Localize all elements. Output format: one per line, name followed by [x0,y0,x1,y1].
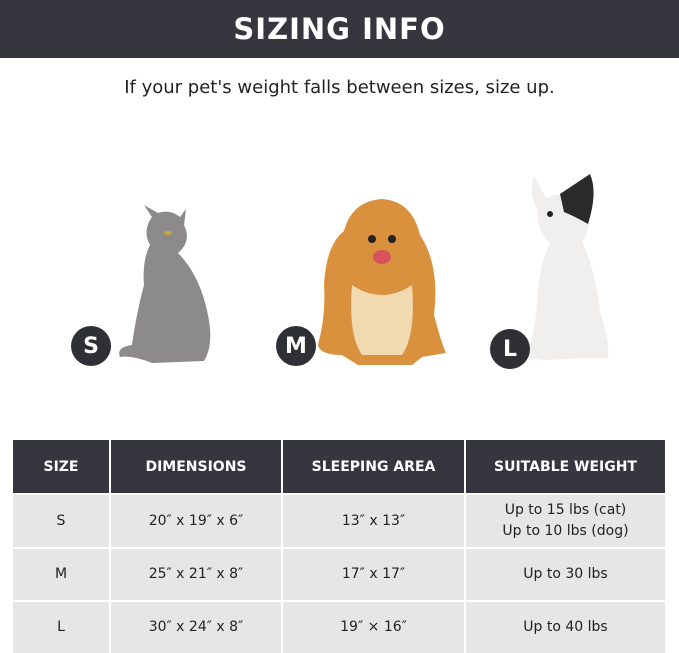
cell-sleeping-area: 19″ × 16″ [282,600,466,653]
cell-size: L [13,600,111,653]
banner-title: SIZING INFO [233,12,446,46]
weight-line: Up to 15 lbs (cat) [504,502,627,518]
cell-sleeping-area: 17″ x 17″ [282,547,466,601]
header-suitable-weight: SUITABLE WEIGHT [465,440,665,494]
table-row: L 30″ x 24″ x 8″ 19″ × 16″ Up to 40 lbs [13,600,665,653]
cell-dimensions: 20″ x 19″ x 6″ [110,493,283,548]
header-size: SIZE [13,440,111,494]
sizing-info-banner: SIZING INFO [0,0,679,58]
french-bulldog-image [528,174,609,360]
table-header-row: SIZE DIMENSIONS SLEEPING AREA SUITABLE W… [13,440,665,494]
sizing-table: SIZE DIMENSIONS SLEEPING AREA SUITABLE W… [13,440,665,653]
table-row: S 20″ x 19″ x 6″ 13″ x 13″ Up to 15 lbs … [13,493,665,548]
cell-sleeping-area: 13″ x 13″ [282,493,466,548]
cat-image [119,205,211,363]
size-badge-l: L [490,329,530,369]
cell-weight: Up to 40 lbs [465,600,665,653]
table-row: M 25″ x 21″ x 8″ 17″ x 17″ Up to 30 lbs [13,547,665,601]
header-sleeping-area: SLEEPING AREA [282,440,466,494]
size-badge-s: S [71,326,111,366]
weight-line: Up to 10 lbs (dog) [502,523,629,539]
cell-size: S [13,493,111,548]
cell-weight: Up to 15 lbs (cat) Up to 10 lbs (dog) [465,493,665,548]
cell-size: M [13,547,111,601]
subtitle: If your pet's weight falls between sizes… [124,77,555,98]
cell-dimensions: 25″ x 21″ x 8″ [110,547,283,601]
size-badge-m: M [276,326,316,366]
header-dimensions: DIMENSIONS [110,440,283,494]
pomeranian-image [318,199,446,365]
cell-weight: Up to 30 lbs [465,547,665,601]
cell-dimensions: 30″ x 24″ x 8″ [110,600,283,653]
